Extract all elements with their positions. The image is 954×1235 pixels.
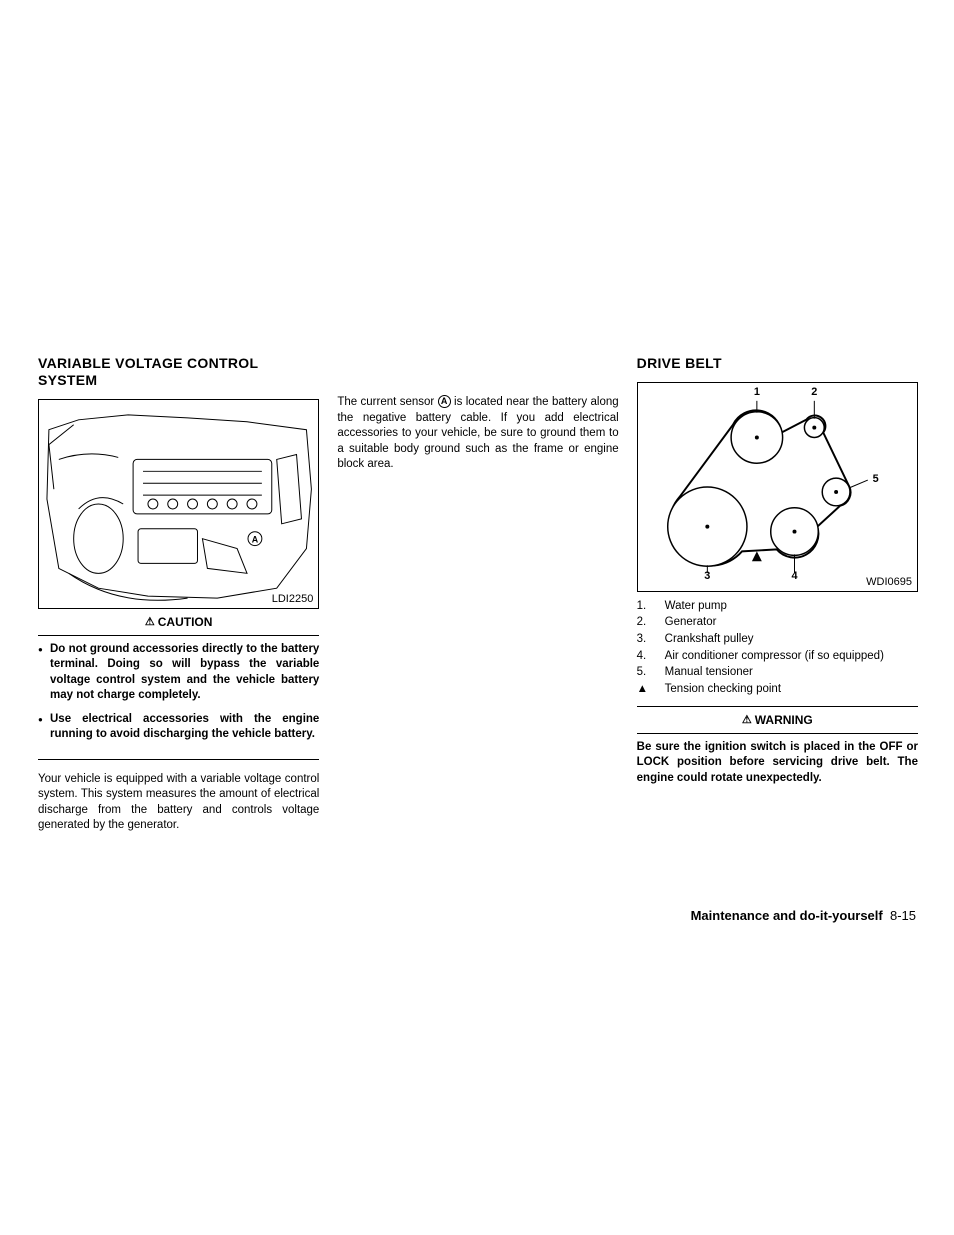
legend-num: ▲ [637,681,651,698]
footer-page: 8-15 [890,908,916,923]
legend-text: Air conditioner compressor (if so equipp… [665,648,884,665]
footer-section: Maintenance and do-it-yourself [691,908,883,923]
body-sensor: The current sensor A is located near the… [337,395,618,473]
caution-label: CAUTION [158,615,213,629]
svg-text:3: 3 [704,570,710,582]
warning-triangle-icon: ⚠ [145,615,155,628]
caution-item: Do not ground accessories directly to th… [38,642,319,704]
legend-num: 4. [637,648,651,665]
legend-text: Tension checking point [665,681,781,698]
warning-text: Be sure the ignition switch is placed in… [637,740,918,787]
sensor-letter-icon: A [438,395,451,408]
legend-num: 2. [637,614,651,631]
figure-drive-belt: 1 2 3 4 5 WDI0695 [637,382,918,592]
figure-engine-bay: A LDI2250 [38,399,319,609]
legend-text: Crankshaft pulley [665,631,754,648]
sensor-text-prefix: The current sensor [337,396,437,408]
svg-text:1: 1 [753,386,759,398]
engine-diagram-svg: A [39,400,318,608]
svg-text:4: 4 [791,570,797,582]
legend-item: 3. Crankshaft pulley [637,631,918,648]
legend-item: 4. Air conditioner compressor (if so equi… [637,648,918,665]
column-left: VARIABLE VOLTAGE CONTROL SYSTEM [38,355,319,834]
divider [637,733,918,734]
svg-text:5: 5 [872,473,878,485]
caution-list: Do not ground accessories directly to th… [38,642,319,751]
divider [637,706,918,707]
legend-item: ▲ Tension checking point [637,681,918,698]
divider [38,635,319,636]
legend-text: Water pump [665,598,727,615]
legend-num: 1. [637,598,651,615]
legend-list: 1. Water pump 2. Generator 3. Crankshaft pull… [637,598,918,698]
legend-text: Manual tensioner [665,664,753,681]
belt-diagram-svg: 1 2 3 4 5 [638,383,917,591]
legend-item: 1. Water pump [637,598,918,615]
caution-item: Use electrical accessories with the engi… [38,712,319,743]
figure-label-right: WDI0695 [866,576,912,588]
divider [38,759,319,760]
warning-label: WARNING [755,713,813,727]
legend-item: 2. Generator [637,614,918,631]
svg-text:2: 2 [811,386,817,398]
legend-num: 3. [637,631,651,648]
legend-text: Generator [665,614,717,631]
warning-triangle-icon: ⚠ [742,713,752,726]
column-right: DRIVE BELT 1 2 3 4 5 WDI0695 1. Water pump 2. G… [637,355,918,834]
section-title-drivebelt: DRIVE BELT [637,355,918,372]
legend-item: 5. Manual tensioner [637,664,918,681]
figure-label-left: LDI2250 [272,593,314,605]
warning-header: ⚠ WARNING [637,713,918,727]
section-title-vvcs: VARIABLE VOLTAGE CONTROL SYSTEM [38,355,319,389]
svg-text:A: A [252,534,259,544]
page-footer: Maintenance and do-it-yourself 8-15 [691,908,916,923]
body-vvcs: Your vehicle is equipped with a variable… [38,772,319,834]
legend-num: 5. [637,664,651,681]
caution-header: ⚠ CAUTION [38,615,319,629]
column-middle: The current sensor A is located near the… [337,355,618,834]
